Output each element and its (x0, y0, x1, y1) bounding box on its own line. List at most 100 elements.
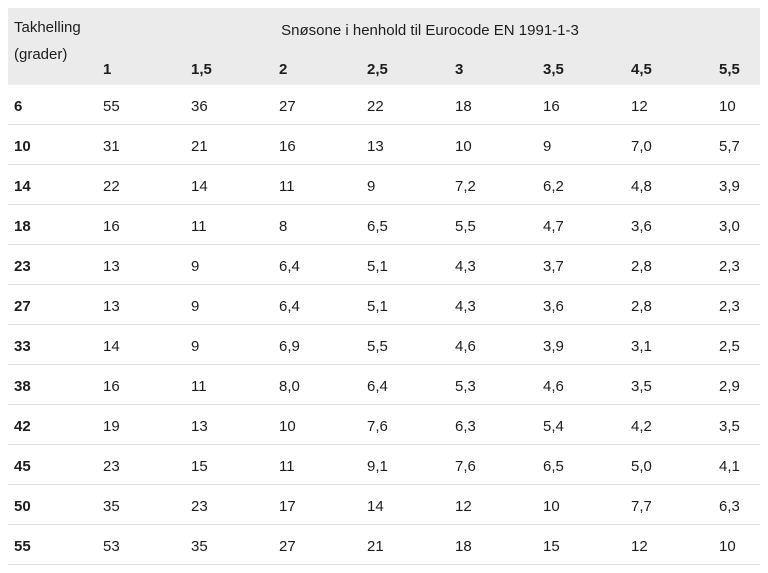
table-cell: 23 (100, 444, 188, 485)
table-cell: 5,3 (452, 364, 540, 405)
table-cell: 13 (100, 244, 188, 285)
row-label: 33 (8, 324, 100, 365)
table-header: Takhelling (grader) Snøsone i henhold ti… (8, 8, 760, 85)
table-cell: 11 (276, 164, 364, 205)
table-cell: 21 (364, 524, 452, 565)
table-cell: 7,0 (628, 124, 716, 165)
table-cell: 7,7 (628, 484, 716, 525)
table-cell: 10 (540, 484, 628, 525)
table-cell: 16 (100, 364, 188, 405)
row-label: 38 (8, 364, 100, 405)
table-cell: 18 (452, 524, 540, 565)
table-cell: 15 (540, 524, 628, 565)
table-cell: 4,3 (452, 284, 540, 325)
table-cell: 7,6 (364, 404, 452, 445)
table-cell: 4,1 (716, 444, 760, 485)
table-cell: 14 (364, 484, 452, 525)
table-cell: 22 (364, 85, 452, 125)
table-cell: 2,9 (716, 364, 760, 405)
row-label: 10 (8, 124, 100, 165)
table-cell: 21 (188, 124, 276, 165)
table-cell: 6,4 (276, 284, 364, 325)
table-cell: 5,1 (364, 284, 452, 325)
table-body: 6 55 36 27 22 18 16 12 10 10 31 21 16 13 10 9 7,0 5,7 14 22… (8, 85, 760, 565)
table-row: 33 14 9 6,9 5,5 4,6 3,9 3,1 2,5 (8, 324, 760, 365)
table-row: 10 31 21 16 13 10 9 7,0 5,7 (8, 124, 760, 165)
table-cell: 4,2 (628, 404, 716, 445)
table-row: 6 55 36 27 22 18 16 12 10 (8, 85, 760, 125)
column-header: 3,5 (540, 52, 628, 85)
row-label: 23 (8, 244, 100, 285)
table-cell: 7,6 (452, 444, 540, 485)
row-label: 27 (8, 284, 100, 325)
table-cell: 5,7 (716, 124, 760, 165)
table-row: 18 16 11 8 6,5 5,5 4,7 3,6 3,0 (8, 204, 760, 245)
table-cell: 10 (276, 404, 364, 445)
corner-header-line1: Takhelling (14, 19, 81, 36)
table-cell: 22 (100, 164, 188, 205)
table-cell: 4,6 (540, 364, 628, 405)
row-label: 6 (8, 85, 100, 125)
table-cell: 36 (188, 85, 276, 125)
table-cell: 9 (188, 324, 276, 365)
table-row: 27 13 9 6,4 5,1 4,3 3,6 2,8 2,3 (8, 284, 760, 325)
table-cell: 12 (452, 484, 540, 525)
table-cell: 5,5 (452, 204, 540, 245)
table-cell: 3,9 (716, 164, 760, 205)
table-cell: 6,4 (364, 364, 452, 405)
table-cell: 13 (364, 124, 452, 165)
row-label: 45 (8, 444, 100, 485)
table-cell: 16 (100, 204, 188, 245)
table-cell: 9,1 (364, 444, 452, 485)
table-cell: 11 (188, 364, 276, 405)
table-cell: 6,5 (540, 444, 628, 485)
table-cell: 31 (100, 124, 188, 165)
table-cell: 27 (276, 85, 364, 125)
table-cell: 10 (716, 85, 760, 125)
column-header: 1,5 (188, 52, 276, 85)
row-label: 18 (8, 204, 100, 245)
table-cell: 4,6 (452, 324, 540, 365)
table-cell: 4,3 (452, 244, 540, 285)
table-cell: 2,8 (628, 284, 716, 325)
table-cell: 14 (100, 324, 188, 365)
table-cell: 14 (188, 164, 276, 205)
row-label: 50 (8, 484, 100, 525)
table-cell: 5,4 (540, 404, 628, 445)
table-cell: 13 (100, 284, 188, 325)
table-cell: 19 (100, 404, 188, 445)
table-cell: 55 (100, 85, 188, 125)
table-cell: 3,9 (540, 324, 628, 365)
table-cell: 16 (276, 124, 364, 165)
table-cell: 8,0 (276, 364, 364, 405)
table-cell: 5,5 (364, 324, 452, 365)
table-cell: 13 (188, 404, 276, 445)
table-cell: 3,6 (540, 284, 628, 325)
snow-zone-table: Takhelling (grader) Snøsone i henhold ti… (8, 8, 760, 565)
table-row: 50 35 23 17 14 12 10 7,7 6,3 (8, 484, 760, 525)
column-header: 1 (100, 52, 188, 85)
table-cell: 10 (716, 524, 760, 565)
row-label: 55 (8, 524, 100, 565)
table-cell: 4,7 (540, 204, 628, 245)
table-cell: 18 (452, 85, 540, 125)
table-cell: 6,3 (716, 484, 760, 525)
column-header: 2,5 (364, 52, 452, 85)
table-cell: 9 (540, 124, 628, 165)
table-cell: 16 (540, 85, 628, 125)
table-row: 14 22 14 11 9 7,2 6,2 4,8 3,9 (8, 164, 760, 205)
column-header: 4,5 (628, 52, 716, 85)
table-row: 23 13 9 6,4 5,1 4,3 3,7 2,8 2,3 (8, 244, 760, 285)
table-cell: 6,9 (276, 324, 364, 365)
table-cell: 27 (276, 524, 364, 565)
table-cell: 8 (276, 204, 364, 245)
table-cell: 12 (628, 85, 716, 125)
table-cell: 10 (452, 124, 540, 165)
table-row: 38 16 11 8,0 6,4 5,3 4,6 3,5 2,9 (8, 364, 760, 405)
table-cell: 35 (100, 484, 188, 525)
table-cell: 2,3 (716, 284, 760, 325)
table-cell: 23 (188, 484, 276, 525)
column-header: 2 (276, 52, 364, 85)
table-cell: 3,6 (628, 204, 716, 245)
